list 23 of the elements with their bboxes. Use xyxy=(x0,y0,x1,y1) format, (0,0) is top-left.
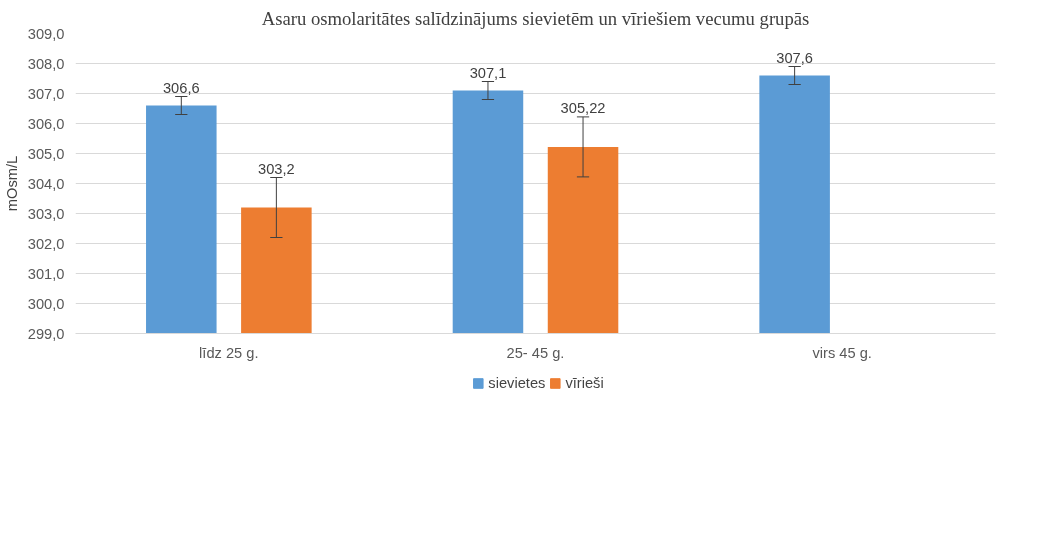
y-axis-title: mOsm/L xyxy=(3,155,20,212)
data-label: 307,1 xyxy=(469,64,507,81)
y-tick-label: 301,0 xyxy=(27,265,65,282)
legend-label: sievietes xyxy=(488,375,546,391)
y-tick-label: 308,0 xyxy=(27,55,65,72)
y-tick-label: 300,0 xyxy=(27,295,65,312)
data-label: 307,6 xyxy=(776,49,813,66)
data-label: 306,6 xyxy=(162,79,200,96)
y-tick-label: 299,0 xyxy=(27,325,65,342)
x-tick-label: virs 45 g. xyxy=(812,344,872,361)
y-tick-label: 304,0 xyxy=(27,175,65,192)
legend-label: vīrieši xyxy=(565,375,604,391)
y-tick-label: 302,0 xyxy=(27,235,65,252)
data-label: 303,2 xyxy=(258,160,295,177)
y-tick-label: 306,0 xyxy=(27,115,65,132)
y-tick-label: 307,0 xyxy=(27,85,65,102)
y-tick-label: 309,0 xyxy=(27,25,65,42)
x-tick-label: 25- 45 g. xyxy=(506,344,565,361)
chart-title: Asaru osmolaritātes salīdzinājums sievietēm un vīriešiem vecumu grupās xyxy=(261,7,810,29)
y-tick-label: 305,0 xyxy=(27,145,65,162)
data-label: 305,22 xyxy=(560,99,606,116)
x-tick-label: līdz 25 g. xyxy=(199,344,259,361)
y-tick-label: 303,0 xyxy=(27,205,65,222)
